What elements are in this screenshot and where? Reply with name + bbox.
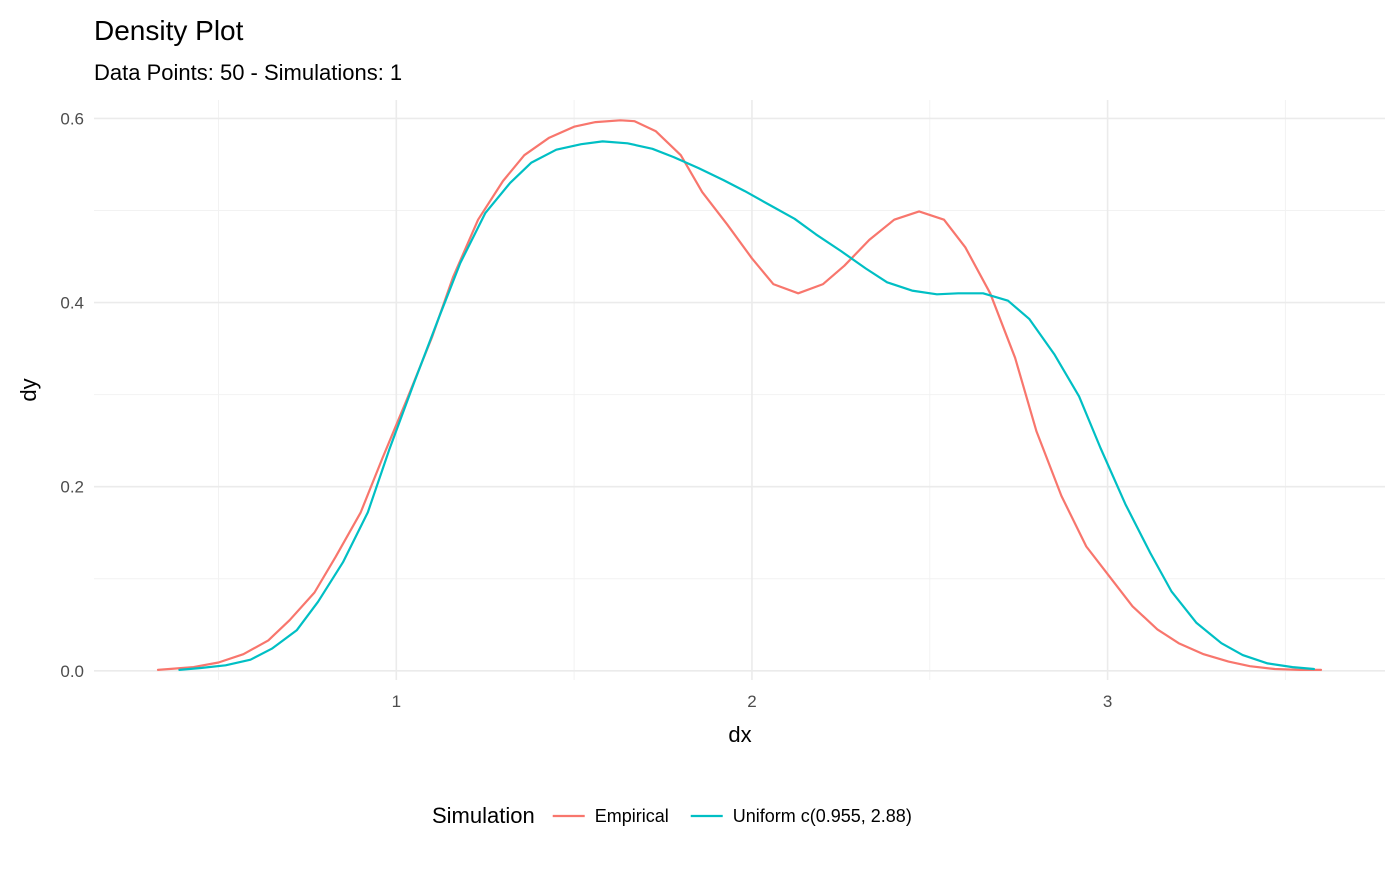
- y-tick-label: 0.4: [60, 294, 84, 313]
- series-line-1: [178, 140, 1316, 672]
- legend-label-0: Empirical: [595, 806, 669, 826]
- x-tick-label: 3: [1103, 692, 1112, 711]
- series-lines: [156, 119, 1323, 672]
- legend-title: Simulation: [432, 803, 535, 828]
- x-axis-title: dx: [728, 722, 751, 747]
- x-tick-label: 1: [392, 692, 401, 711]
- chart-title: Density Plot: [94, 15, 244, 46]
- y-tick-label: 0.6: [60, 109, 84, 128]
- y-tick-label: 0.0: [60, 662, 84, 681]
- legend: Simulation Empirical Uniform c(0.955, 2.8…: [432, 803, 912, 828]
- axis-tick-labels: 1 2 3 0.0 0.2 0.4 0.6: [60, 109, 1112, 711]
- series-line-0: [156, 119, 1323, 672]
- chart-subtitle: Data Points: 50 - Simulations: 1: [94, 60, 402, 85]
- x-tick-label: 2: [747, 692, 756, 711]
- legend-label-1: Uniform c(0.955, 2.88): [733, 806, 912, 826]
- y-axis-title: dy: [16, 378, 41, 401]
- y-tick-label: 0.2: [60, 478, 84, 497]
- gridlines: [94, 100, 1385, 680]
